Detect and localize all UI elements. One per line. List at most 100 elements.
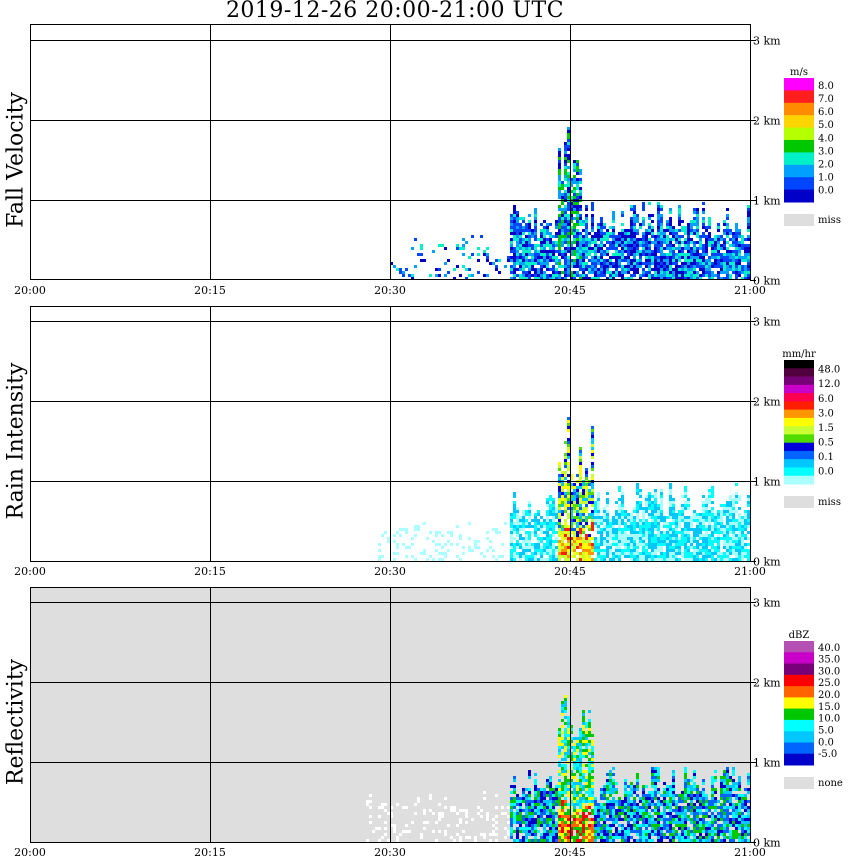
echo-cell <box>669 534 672 537</box>
colorbar-missing-label: miss <box>818 497 841 508</box>
echo-cell <box>714 265 717 268</box>
echo-cell <box>579 800 582 803</box>
echo-cell <box>558 250 561 253</box>
echo-cell <box>675 277 678 280</box>
echo-cell <box>648 821 651 824</box>
echo-cell <box>525 555 528 558</box>
echo-cell <box>702 540 705 543</box>
echo-cell <box>720 522 723 525</box>
echo-cell <box>579 471 582 474</box>
echo-cell <box>564 262 567 265</box>
echo-cell <box>657 839 660 842</box>
echo-cell <box>555 803 558 806</box>
echo-cell <box>486 253 489 256</box>
echo-cell <box>705 250 708 253</box>
echo-cell <box>576 519 579 522</box>
echo-cell <box>555 833 558 836</box>
echo-cell <box>627 806 630 809</box>
echo-cell <box>696 253 699 256</box>
echo-cell <box>693 794 696 797</box>
echo-cell <box>717 516 720 519</box>
echo-cell <box>468 546 471 549</box>
echo-cell <box>561 253 564 256</box>
echo-cell <box>579 453 582 456</box>
echo-cell <box>684 797 687 800</box>
echo-cell <box>558 244 561 247</box>
echo-cell <box>690 540 693 543</box>
echo-cell <box>693 552 696 555</box>
echo-cell <box>711 812 714 815</box>
colorbar-swatch <box>784 177 814 191</box>
echo-cell <box>558 271 561 274</box>
echo-cell <box>555 791 558 794</box>
echo-cell <box>735 223 738 226</box>
echo-cell <box>576 232 579 235</box>
echo-cell <box>702 247 705 250</box>
echo-cell <box>567 157 570 160</box>
echo-cell <box>567 725 570 728</box>
echo-cell <box>534 208 537 211</box>
echo-cell <box>627 833 630 836</box>
echo-cell <box>573 546 576 549</box>
echo-cell <box>528 549 531 552</box>
echo-cell <box>732 232 735 235</box>
echo-cell <box>705 803 708 806</box>
echo-cell <box>582 540 585 543</box>
echo-cell <box>579 244 582 247</box>
echo-cell <box>651 256 654 259</box>
echo-cell <box>519 797 522 800</box>
echo-cell <box>534 546 537 549</box>
echo-cell <box>540 253 543 256</box>
echo-cell <box>726 537 729 540</box>
echo-cell <box>519 247 522 250</box>
echo-cell <box>534 833 537 836</box>
echo-cell <box>747 220 750 223</box>
echo-cell <box>585 746 588 749</box>
echo-cell <box>513 800 516 803</box>
echo-cell <box>540 552 543 555</box>
echo-cell <box>639 525 642 528</box>
echo-cell <box>657 779 660 782</box>
echo-cell <box>747 782 750 785</box>
echo-cell <box>564 256 567 259</box>
echo-cell <box>594 501 597 504</box>
echo-cell <box>687 818 690 821</box>
echo-cell <box>510 540 513 543</box>
echo-cell <box>579 495 582 498</box>
echo-cell <box>642 534 645 537</box>
echo-cell <box>705 268 708 271</box>
echo-cell <box>684 546 687 549</box>
echo-cell <box>567 247 570 250</box>
echo-cell <box>546 256 549 259</box>
echo-cell <box>666 259 669 262</box>
echo-cell <box>588 731 591 734</box>
echo-cell <box>591 800 594 803</box>
echo-cell <box>744 247 747 250</box>
echo-cell <box>693 833 696 836</box>
echo-cell <box>618 244 621 247</box>
echo-cell <box>660 510 663 513</box>
echo-cell <box>705 262 708 265</box>
colorbar-swatch <box>784 152 814 166</box>
echo-cell <box>564 193 567 196</box>
echo-cell <box>465 241 468 244</box>
echo-cell <box>735 809 738 812</box>
echo-cell <box>513 256 516 259</box>
echo-cell <box>396 543 399 546</box>
echo-cell <box>615 800 618 803</box>
echo-cell <box>543 519 546 522</box>
echo-cell <box>666 229 669 232</box>
echo-cell <box>453 809 456 812</box>
echo-cell <box>513 250 516 253</box>
echo-cell <box>636 525 639 528</box>
echo-cell <box>705 543 708 546</box>
echo-cell <box>693 788 696 791</box>
echo-cell <box>534 836 537 839</box>
echo-cell <box>591 836 594 839</box>
echo-cell <box>630 549 633 552</box>
echo-cell <box>573 247 576 250</box>
echo-cell <box>528 824 531 827</box>
echo-cell <box>705 809 708 812</box>
echo-cell <box>621 244 624 247</box>
echo-cell <box>585 725 588 728</box>
